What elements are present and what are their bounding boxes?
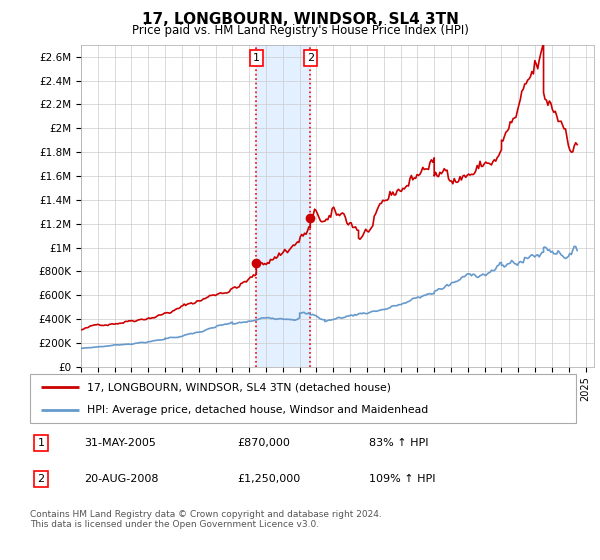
Text: 17, LONGBOURN, WINDSOR, SL4 3TN: 17, LONGBOURN, WINDSOR, SL4 3TN [142, 12, 458, 27]
Text: Contains HM Land Registry data © Crown copyright and database right 2024.
This d: Contains HM Land Registry data © Crown c… [30, 510, 382, 529]
Text: 1: 1 [253, 53, 260, 63]
Text: £870,000: £870,000 [238, 438, 290, 448]
Text: 83% ↑ HPI: 83% ↑ HPI [368, 438, 428, 448]
Text: Price paid vs. HM Land Registry's House Price Index (HPI): Price paid vs. HM Land Registry's House … [131, 24, 469, 37]
Text: 20-AUG-2008: 20-AUG-2008 [85, 474, 159, 484]
Text: 1: 1 [37, 438, 44, 448]
Text: 2: 2 [307, 53, 314, 63]
Text: 109% ↑ HPI: 109% ↑ HPI [368, 474, 435, 484]
Text: £1,250,000: £1,250,000 [238, 474, 301, 484]
Text: HPI: Average price, detached house, Windsor and Maidenhead: HPI: Average price, detached house, Wind… [88, 405, 428, 416]
Text: 17, LONGBOURN, WINDSOR, SL4 3TN (detached house): 17, LONGBOURN, WINDSOR, SL4 3TN (detache… [88, 382, 391, 393]
FancyBboxPatch shape [30, 374, 576, 423]
Bar [256, 45, 310, 367]
Text: 2: 2 [37, 474, 44, 484]
Text: 31-MAY-2005: 31-MAY-2005 [85, 438, 157, 448]
